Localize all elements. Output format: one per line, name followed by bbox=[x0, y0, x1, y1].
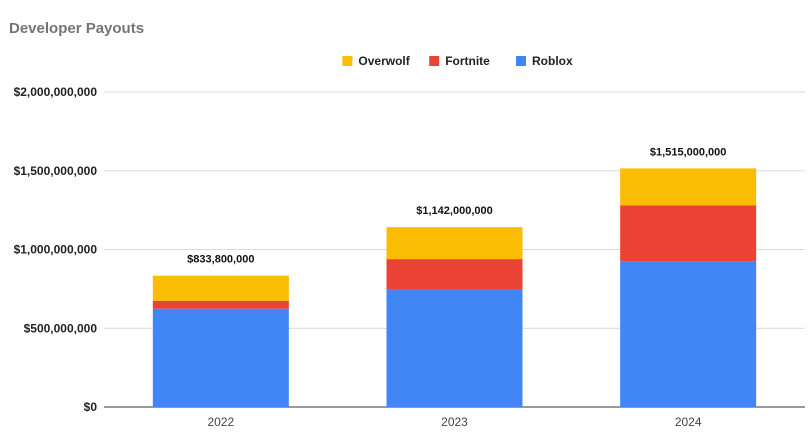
legend-label-fortnite: Fortnite bbox=[445, 54, 490, 68]
chart-title: Developer Payouts bbox=[9, 20, 145, 37]
legend-swatch-overwolf bbox=[342, 56, 353, 66]
bar-overwolf-2023 bbox=[386, 227, 523, 260]
bar-overwolf-2024 bbox=[620, 168, 757, 206]
y-tick-label: $1,000,000,000 bbox=[14, 243, 98, 257]
x-tick-label: 2022 bbox=[207, 415, 234, 429]
y-tick-label: $2,000,000,000 bbox=[14, 85, 98, 99]
legend-swatch-roblox bbox=[516, 56, 526, 66]
bar-total-label: $1,142,000,000 bbox=[416, 205, 492, 217]
legend-label-overwolf: Overwolf bbox=[358, 54, 410, 68]
bar-fortnite-2024 bbox=[620, 205, 757, 262]
bar-fortnite-2023 bbox=[386, 259, 523, 290]
y-tick-label: $1,500,000,000 bbox=[14, 164, 98, 178]
bar-total-label: $833,800,000 bbox=[187, 254, 254, 266]
legend-label-roblox: Roblox bbox=[532, 54, 573, 68]
x-tick-label: 2023 bbox=[441, 415, 468, 429]
bar-roblox-2024 bbox=[620, 261, 757, 407]
bar-overwolf-2022 bbox=[152, 275, 289, 301]
y-tick-label: $0 bbox=[84, 400, 98, 414]
legend-swatch-fortnite bbox=[429, 56, 440, 66]
bar-roblox-2022 bbox=[152, 308, 289, 407]
y-tick-label: $500,000,000 bbox=[24, 321, 98, 335]
bar-total-label: $1,515,000,000 bbox=[650, 146, 726, 158]
bar-roblox-2023 bbox=[386, 289, 523, 407]
x-tick-label: 2024 bbox=[675, 415, 702, 429]
bar-fortnite-2022 bbox=[152, 300, 289, 309]
